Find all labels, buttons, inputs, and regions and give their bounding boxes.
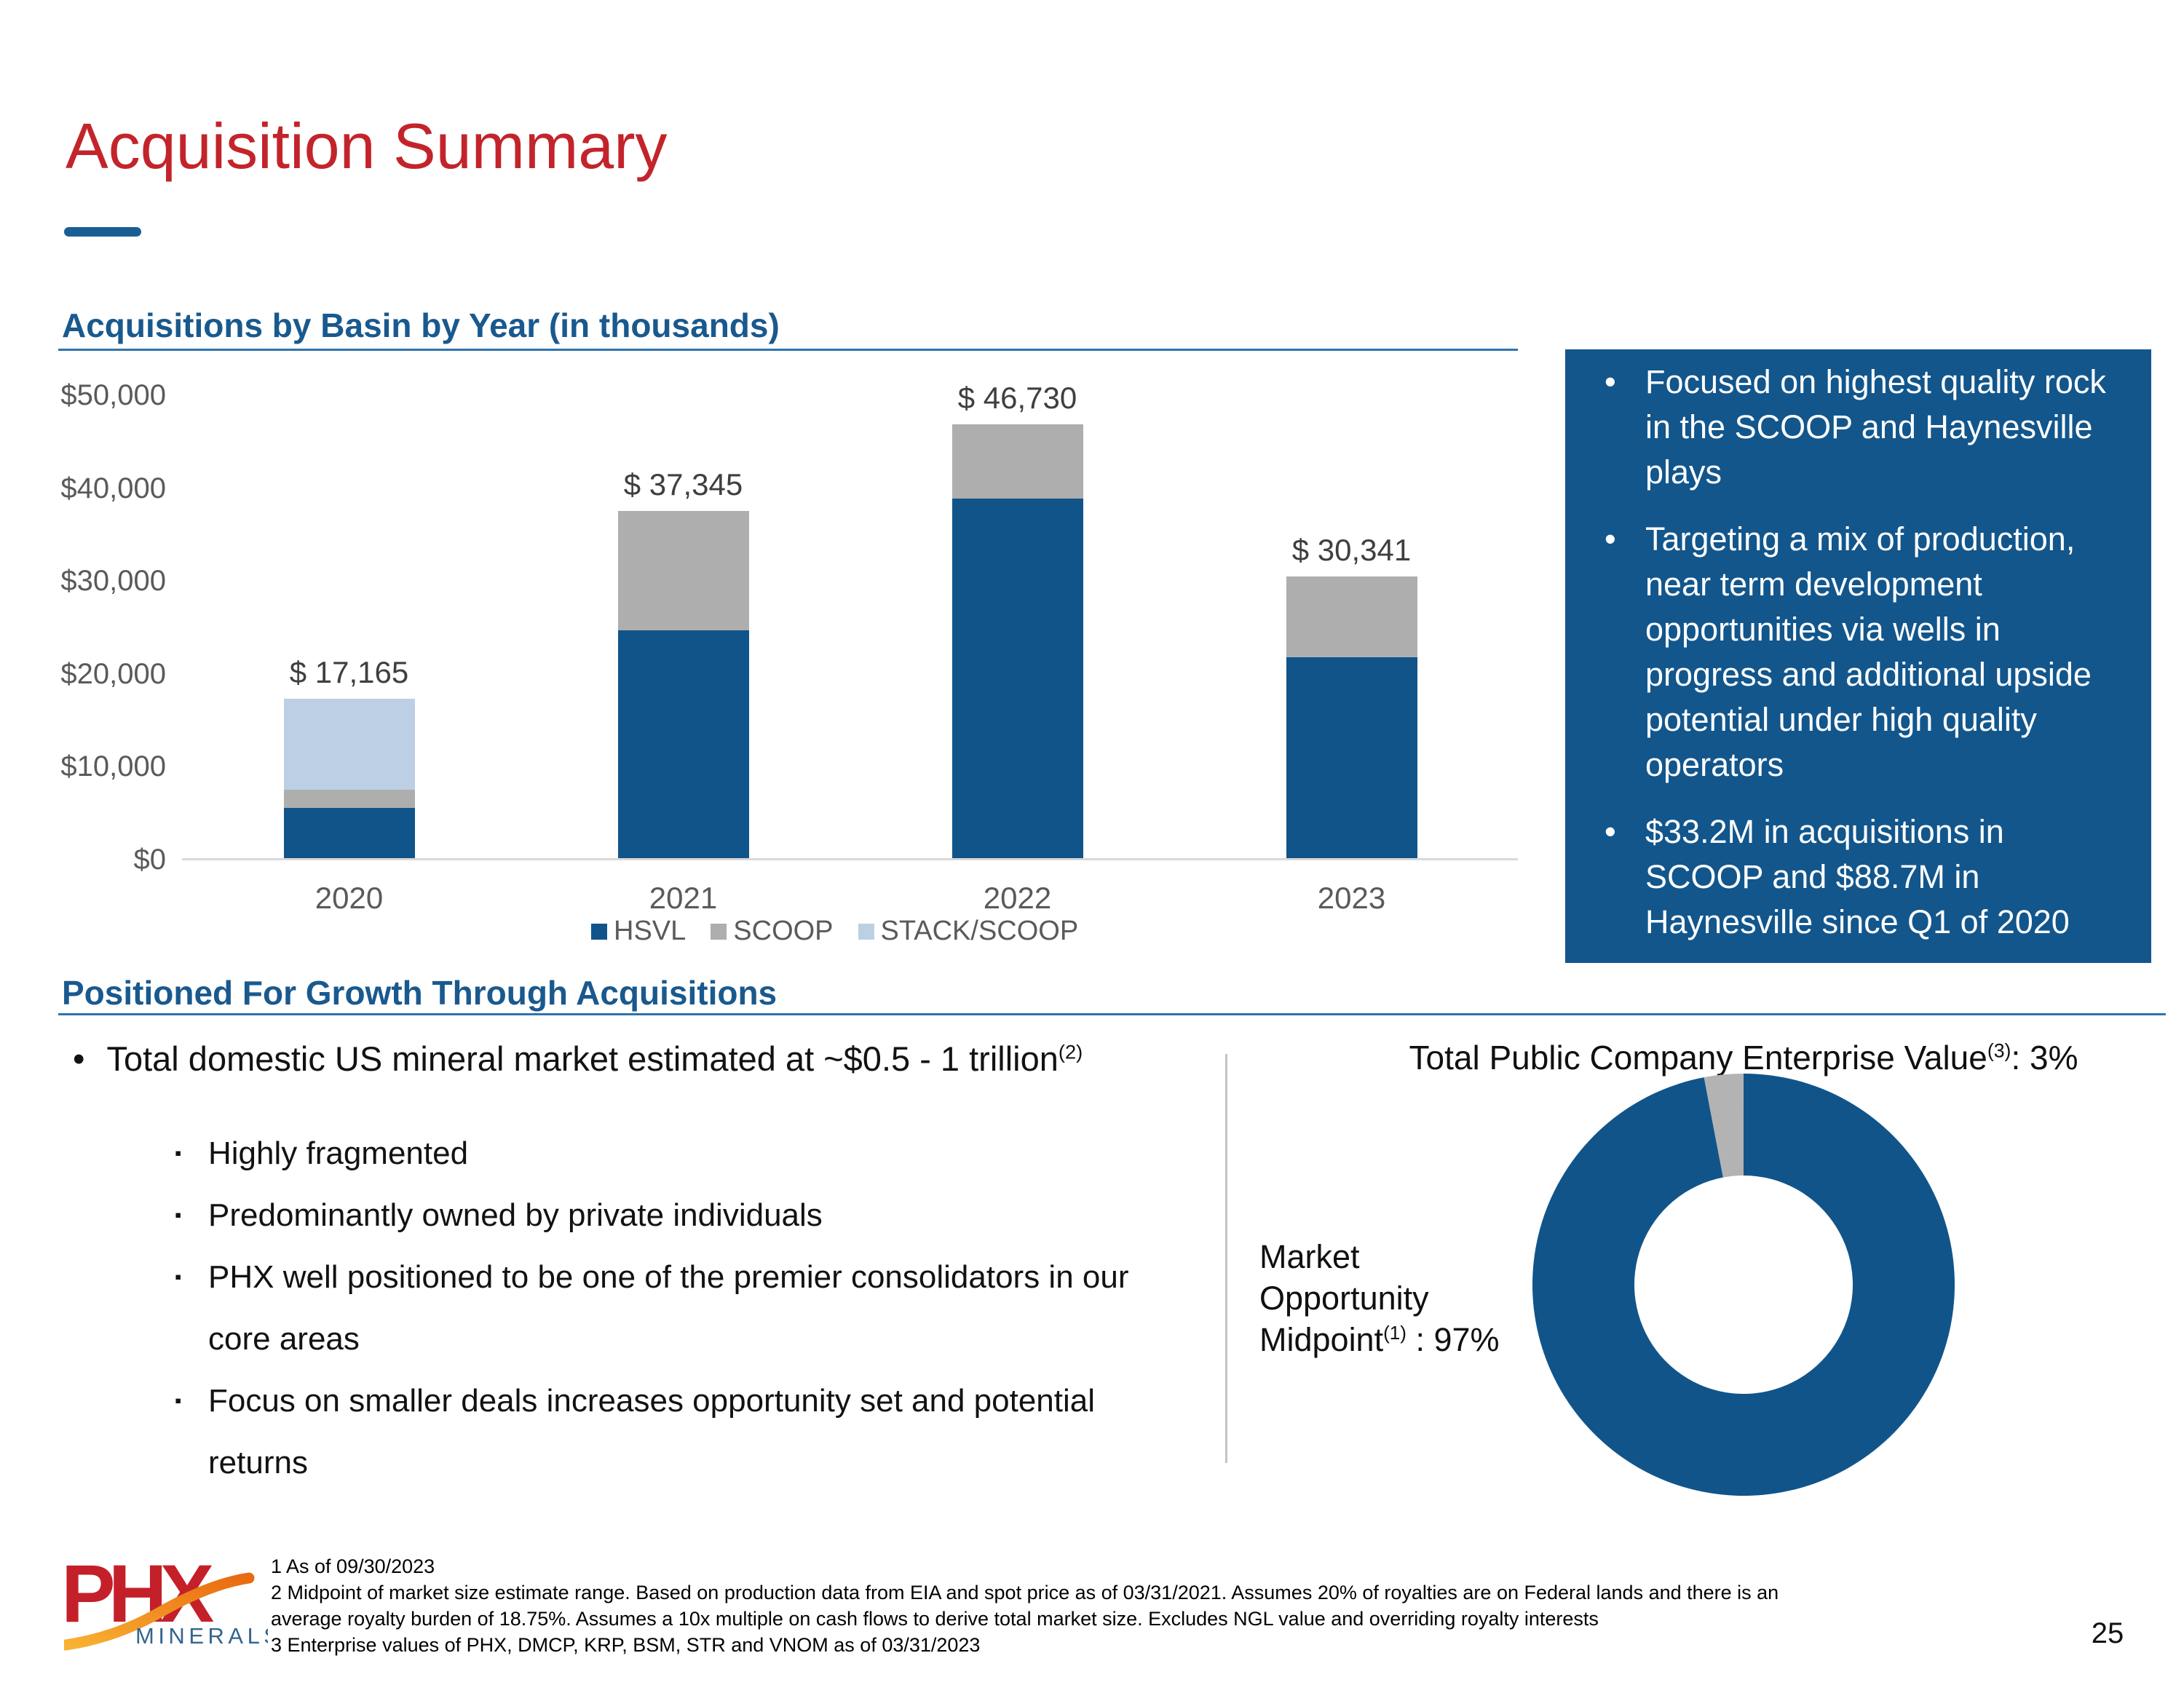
legend-swatch-icon xyxy=(858,923,874,940)
square-bullet-icon: ▪ xyxy=(175,1389,182,1411)
growth-sub-bullet-text: Predominantly owned by private individua… xyxy=(208,1197,823,1233)
legend-item-hsvl: HSVL xyxy=(591,916,686,947)
footnote-line: 2 Midpoint of market size estimate range… xyxy=(271,1582,1779,1603)
callout-bullet-list: • Focused on highest quality rock in the … xyxy=(1600,360,2122,945)
y-axis-tick: $10,000 xyxy=(60,750,166,783)
donut-slice xyxy=(1704,1074,1744,1178)
logo-swoosh-icon xyxy=(64,1572,255,1651)
square-bullet-icon: ▪ xyxy=(175,1266,182,1288)
growth-sub-bullet-text: core areas xyxy=(208,1321,360,1357)
legend-item-stack-scoop: STACK/SCOOP xyxy=(858,916,1079,947)
donut-title-text: Total Public Company Enterprise Value xyxy=(1409,1039,1987,1077)
donut-slice xyxy=(1532,1074,1955,1496)
x-axis-category-label: 2023 xyxy=(1317,881,1386,915)
callout-bullet-text: $33.2M in acquisitions in SCOOP and $88.… xyxy=(1645,813,2070,940)
bar-segment-scoop xyxy=(617,511,749,631)
square-bullet-icon: ▪ xyxy=(175,1142,182,1164)
growth-sub-bullet-text: Highly fragmented xyxy=(208,1135,469,1171)
donut-side-label-line: Midpoint(1) : 97% xyxy=(1259,1319,1500,1360)
growth-sub-bullet-text: Focus on smaller deals increases opportu… xyxy=(208,1383,1096,1419)
growth-sub-bullet: ▪ Highly fragmented xyxy=(175,1122,1194,1184)
footnote-ref: (2) xyxy=(1058,1040,1083,1063)
growth-sub-bullet-continuation: returns xyxy=(175,1432,1194,1494)
bar-segment-hsvl xyxy=(951,499,1083,858)
callout-bullet-text: Targeting a mix of production, near term… xyxy=(1645,520,2092,783)
legend-swatch-icon xyxy=(711,923,727,940)
bar-total-label: $ 17,165 xyxy=(289,654,409,689)
bar-segment-hsvl xyxy=(617,630,749,858)
bar-total-label: $ 30,341 xyxy=(1291,532,1412,567)
main-bullet-text: Total domestic US mineral market estimat… xyxy=(106,1039,1059,1078)
x-axis-category-label: 2022 xyxy=(983,881,1052,915)
dot-bullet-icon: • xyxy=(73,1039,85,1078)
phx-minerals-logo: PHX MINERALS xyxy=(64,1555,268,1651)
bar-segment-scoop xyxy=(283,789,415,809)
bar-chart-heading: Acquisitions by Basin by Year (in thousa… xyxy=(62,306,780,344)
bar-total-label: $ 37,345 xyxy=(623,467,743,502)
growth-sub-bullet-text: returns xyxy=(208,1445,308,1480)
donut-side-label-value: : 97% xyxy=(1406,1321,1500,1358)
growth-sub-bullet: ▪ PHX well positioned to be one of the pr… xyxy=(175,1246,1194,1308)
bar-segment-hsvl xyxy=(1286,657,1417,858)
vertical-section-divider xyxy=(1225,1054,1227,1463)
page-number: 25 xyxy=(2091,1617,2124,1649)
y-axis-tick: $20,000 xyxy=(60,657,166,690)
y-axis-tick: $0 xyxy=(133,844,167,876)
x-axis-category-label: 2021 xyxy=(649,881,718,915)
dot-bullet-icon: • xyxy=(1605,363,1616,400)
y-axis-tick: $50,000 xyxy=(60,379,166,411)
dot-bullet-icon: • xyxy=(1605,520,1616,558)
legend-label: HSVL xyxy=(614,916,687,946)
footnote-line: average royalty burden of 18.75%. Assume… xyxy=(271,1608,1599,1630)
legend-label: SCOOP xyxy=(733,916,834,946)
bar-segment-scoop xyxy=(951,424,1083,499)
callout-bullet: • Targeting a mix of production, near ter… xyxy=(1600,517,2122,788)
legend-swatch-icon xyxy=(591,923,607,940)
market-opportunity-donut-chart xyxy=(1532,1074,1955,1496)
callout-bullet: • $33.2M in acquisitions in SCOOP and $88… xyxy=(1600,809,2122,945)
growth-section-heading: Positioned For Growth Through Acquisitio… xyxy=(62,974,778,1012)
legend-item-scoop: SCOOP xyxy=(711,916,834,947)
title-accent-dash xyxy=(64,227,141,237)
growth-sub-bullet-continuation: core areas xyxy=(175,1308,1194,1370)
footnote-line: 3 Enterprise values of PHX, DMCP, KRP, B… xyxy=(271,1634,981,1656)
highlights-callout-box: • Focused on highest quality rock in the … xyxy=(1565,349,2151,963)
y-axis-tick: $40,000 xyxy=(60,472,166,504)
bar-heading-rule xyxy=(58,349,1518,351)
y-axis-tick: $30,000 xyxy=(60,565,166,598)
donut-side-label-line: Market xyxy=(1259,1238,1360,1275)
donut-side-label: Market Opportunity Midpoint(1) : 97% xyxy=(1259,1236,1500,1360)
donut-side-label-line: Opportunity xyxy=(1259,1280,1429,1317)
growth-sub-bullet-list: ▪ Highly fragmented ▪ Predominantly owned b… xyxy=(175,1122,1194,1494)
bar-segment-scoop xyxy=(1286,576,1417,658)
footnote-ref: (1) xyxy=(1383,1322,1406,1344)
x-axis-line xyxy=(182,858,1518,860)
page-title: Acquisition Summary xyxy=(66,110,668,182)
footnote-line: 1 As of 09/30/2023 xyxy=(271,1555,435,1577)
bar-chart-legend: HSVL SCOOP STACK/SCOOP xyxy=(591,916,1078,947)
growth-sub-bullet: ▪ Focus on smaller deals increases opport… xyxy=(175,1370,1194,1432)
logo-subtext: MINERALS xyxy=(135,1623,268,1649)
donut-chart-title: Total Public Company Enterprise Value(3)… xyxy=(1307,1038,2180,1077)
donut-side-label-text: Midpoint xyxy=(1259,1321,1384,1358)
bar-total-label: $ 46,730 xyxy=(957,380,1077,415)
callout-bullet-text: Focused on highest quality rock in the S… xyxy=(1645,363,2106,491)
bar-segment-hsvl xyxy=(283,808,415,858)
callout-bullet: • Focused on highest quality rock in the … xyxy=(1600,360,2122,495)
donut-title-value: : 3% xyxy=(2011,1039,2078,1077)
footnote-ref: (3) xyxy=(1987,1039,2011,1062)
bar-segment-stack-scoop xyxy=(283,698,415,790)
growth-heading-rule xyxy=(58,1013,2166,1015)
market-size-bullet: • Total domestic US mineral market estima… xyxy=(73,1037,1208,1081)
dot-bullet-icon: • xyxy=(1605,813,1616,850)
square-bullet-icon: ▪ xyxy=(175,1204,182,1226)
growth-sub-bullet-text: PHX well positioned to be one of the pre… xyxy=(208,1259,1129,1295)
x-axis-category-label: 2020 xyxy=(314,881,384,915)
acquisitions-bar-chart: $50,000 $40,000 $30,000 $20,000 $10,000 $0 $ 1… xyxy=(44,378,1529,968)
footnotes: 1 As of 09/30/2023 2 Midpoint of market s… xyxy=(271,1553,1779,1658)
legend-label: STACK/SCOOP xyxy=(880,916,1079,946)
growth-sub-bullet: ▪ Predominantly owned by private individu… xyxy=(175,1184,1194,1246)
